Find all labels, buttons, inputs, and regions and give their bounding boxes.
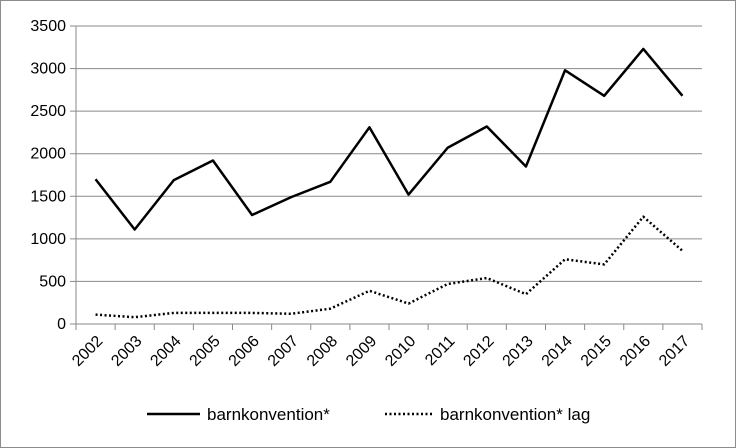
x-tick-label-2007: 2007 (265, 333, 302, 370)
series-line-barnkonvention (94, 47, 684, 231)
x-tick-label-2015: 2015 (578, 333, 615, 370)
x-tick-label-2009: 2009 (343, 333, 380, 370)
x-tick-label-2006: 2006 (226, 333, 263, 370)
x-tick-label-2005: 2005 (187, 333, 224, 370)
y-tick-label-2000: 2000 (30, 146, 66, 163)
x-tick-label-2011: 2011 (422, 333, 458, 369)
y-tick-label-3500: 3500 (30, 18, 66, 35)
x-tick-label-2014: 2014 (539, 333, 576, 370)
legend-label-1: barnkonvention* lag (440, 405, 590, 424)
x-tick-label-2012: 2012 (460, 333, 497, 370)
x-tick-label-2010: 2010 (382, 333, 419, 370)
y-tick-label-0: 0 (57, 316, 66, 333)
series-line-barnkonvention-lag (95, 215, 684, 319)
y-tick-label-2500: 2500 (30, 103, 66, 120)
y-tick-label-500: 500 (39, 273, 66, 290)
series-lines (94, 47, 684, 319)
y-tick-label-3000: 3000 (30, 61, 66, 78)
x-tick-label-2003: 2003 (108, 333, 145, 370)
x-tick-label-2002: 2002 (69, 333, 106, 370)
axes (70, 25, 703, 330)
y-tick-label-1000: 1000 (30, 231, 66, 248)
legend-label-0: barnkonvention* (207, 405, 330, 424)
x-tick-label-2013: 2013 (500, 333, 537, 370)
x-tick-label-2004: 2004 (147, 333, 184, 370)
x-tick-label-2008: 2008 (304, 333, 341, 370)
x-tick-label-2017: 2017 (656, 333, 693, 370)
gridlines (76, 25, 702, 282)
legend: barnkonvention* barnkonvention* lag (147, 405, 590, 424)
x-axis-ticks: 2002 2003 2004 2005 2006 2007 2008 2009 2010 2011… (69, 333, 693, 370)
y-tick-label-1500: 1500 (30, 188, 66, 205)
y-axis-ticks: 0 500 1000 1500 2000 2500 3000 3500 (30, 18, 66, 333)
x-tick-label-2016: 2016 (617, 333, 654, 370)
